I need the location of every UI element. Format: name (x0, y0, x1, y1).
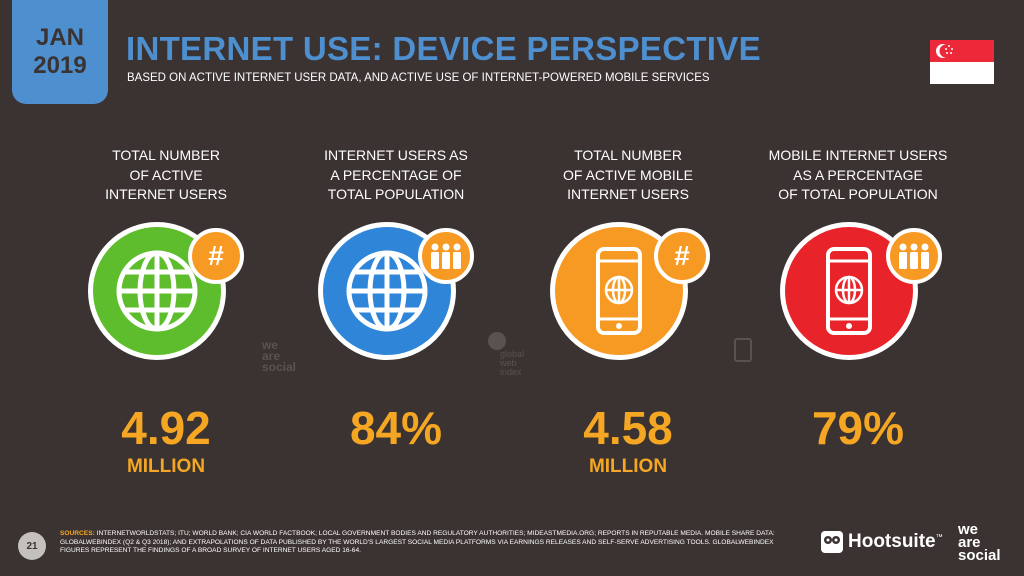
hootsuite-wordmark: Hootsuite (848, 531, 936, 552)
trademark-symbol: ™ (935, 533, 943, 541)
globalwebindex-watermark: global web index (500, 349, 525, 377)
stat-unit-total-users: MILLION (126, 456, 206, 477)
mobile-globe-icon (826, 247, 872, 335)
date-month: JAN (35, 24, 84, 51)
people-icon (899, 243, 929, 269)
people-badge-1 (418, 228, 474, 284)
globalwebindex-logo-icon (488, 332, 506, 350)
page-title: INTERNET USE: DEVICE PERSPECTIVE (126, 30, 761, 67)
stat-value-users-percentage: 84% (349, 402, 443, 454)
date-year: 2019 (33, 52, 87, 79)
sources-note: SOURCES: INTERNETWORLDSTATS; ITU; WORLD … (60, 530, 790, 556)
stat-value-mobile-users: 4.58 (583, 402, 673, 454)
singapore-flag-icon (930, 40, 994, 84)
people-icon (431, 243, 461, 269)
we-are-social-watermark: we are social (262, 338, 297, 374)
mobile-circle-red (780, 222, 918, 360)
page-subtitle: BASED ON ACTIVE INTERNET USER DATA, AND … (127, 72, 710, 84)
date-badge: JAN 2019 (12, 0, 108, 104)
mobile-globe-icon (596, 247, 642, 335)
stat-heading-users-percentage: INTERNET USERS AS A PERCENTAGE OF TOTAL … (324, 147, 468, 202)
hootsuite-watermark-icon (734, 338, 752, 362)
hash-badge-1: # (188, 228, 244, 284)
hootsuite-logo: Hootsuite ™ (820, 530, 943, 554)
sources-label: SOURCES: (60, 530, 95, 537)
sources-text: INTERNETWORLDSTATS; ITU; WORLD BANK; CIA… (60, 530, 775, 555)
page-number: 21 (18, 532, 46, 560)
stat-unit-mobile-users: MILLION (588, 456, 668, 477)
hash-icon: # (674, 240, 690, 271)
stat-value-mobile-percentage: 79% (811, 402, 905, 454)
globe-icon (116, 250, 198, 332)
stat-heading-mobile-percentage: MOBILE INTERNET USERS AS A PERCENTAGE OF… (768, 147, 948, 202)
we-are-social-logo: we are social (958, 521, 1001, 564)
people-badge-2 (886, 228, 942, 284)
stat-value-total-users: 4.92 (121, 402, 211, 454)
hash-icon: # (208, 240, 224, 271)
globe-icon (346, 250, 428, 332)
stat-heading-total-users: TOTAL NUMBER OF ACTIVE INTERNET USERS (105, 147, 227, 202)
hootsuite-owl-icon (821, 531, 843, 553)
stat-heading-mobile-users: TOTAL NUMBER OF ACTIVE MOBILE INTERNET U… (563, 147, 693, 202)
hash-badge-2: # (654, 228, 710, 284)
